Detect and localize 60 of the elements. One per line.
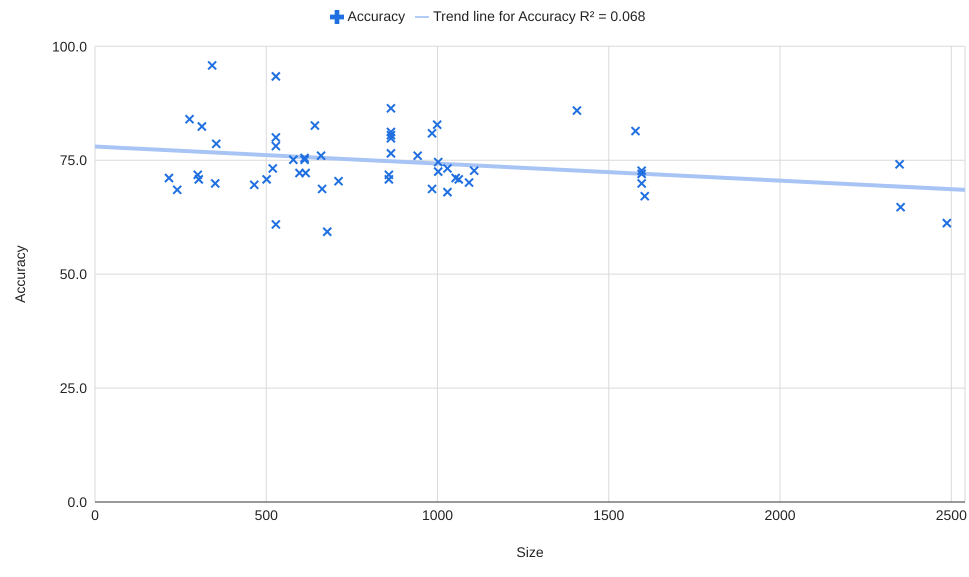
point	[942, 218, 952, 228]
point	[164, 172, 174, 183]
point	[432, 120, 442, 130]
point	[433, 157, 444, 168]
point	[317, 184, 328, 194]
y-tick-label: 25.0	[60, 380, 88, 396]
point	[194, 174, 204, 184]
point	[636, 178, 647, 188]
point	[334, 176, 344, 186]
point	[427, 184, 438, 194]
point	[630, 126, 640, 136]
point	[172, 184, 182, 195]
y-tick-label: 75.0	[60, 152, 88, 168]
x-tick-label: 500	[254, 506, 278, 523]
point	[184, 114, 195, 124]
legend-label: Trend line for Accuracy R² = 0.068	[433, 8, 646, 24]
point	[316, 150, 326, 161]
point	[640, 191, 650, 202]
x-axis-title: Size	[516, 544, 544, 560]
point	[262, 174, 272, 184]
point	[196, 122, 207, 132]
point	[310, 120, 320, 131]
point	[192, 170, 203, 180]
point	[249, 180, 260, 190]
point	[896, 202, 906, 212]
point	[210, 178, 220, 188]
point	[412, 150, 423, 161]
point	[442, 187, 452, 198]
point	[894, 159, 905, 170]
y-tick-label: 50.0	[60, 266, 88, 282]
point	[384, 174, 394, 184]
x-tick-label: 2500	[936, 506, 968, 523]
y-tick-label: 0.0	[68, 494, 88, 510]
point	[427, 128, 438, 138]
x-tick-label: 0	[91, 506, 100, 523]
point	[268, 163, 278, 174]
legend-label: Accuracy	[348, 8, 406, 24]
x-tick-label: 1000	[422, 506, 454, 523]
point	[270, 219, 281, 230]
point	[469, 166, 480, 176]
point	[207, 60, 218, 70]
y-axis-title: Accuracy	[12, 245, 28, 303]
point	[322, 226, 332, 237]
point	[211, 138, 222, 149]
point	[450, 172, 461, 183]
point	[270, 141, 281, 152]
point	[384, 170, 394, 180]
point	[270, 71, 281, 82]
point	[270, 132, 281, 142]
point	[572, 106, 582, 116]
point	[386, 130, 396, 140]
point	[636, 168, 647, 179]
x-tick-label: 1500	[593, 506, 625, 523]
y-tick-label: 100.0	[52, 38, 88, 54]
point	[386, 133, 396, 144]
x-tick-label: 2000	[764, 506, 796, 523]
point	[386, 126, 396, 137]
point	[636, 166, 647, 176]
point	[386, 148, 396, 158]
point	[386, 103, 396, 114]
